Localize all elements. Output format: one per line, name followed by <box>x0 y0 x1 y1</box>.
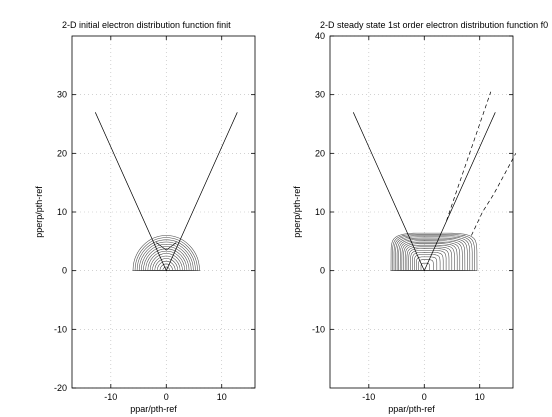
y-tick-label: 10 <box>315 207 325 217</box>
contour-lines <box>390 232 478 271</box>
resonance-line <box>471 153 517 236</box>
contour-line <box>132 235 200 271</box>
contour-lines <box>132 235 200 271</box>
contour-line <box>399 240 463 271</box>
contour-line <box>149 253 183 271</box>
x-axis-label: ppar/pth-ref <box>388 404 435 414</box>
contour-line <box>408 248 450 271</box>
resonance-line <box>446 91 492 221</box>
y-tick-label: 30 <box>315 90 325 100</box>
panel-initial-distribution: 2-D initial electron distribution functi… <box>34 20 256 414</box>
x-tick-label: 0 <box>422 392 427 402</box>
x-tick-label: -10 <box>104 392 117 402</box>
contour-line <box>136 239 196 271</box>
contour-line <box>401 241 461 271</box>
axis-ticks: -10 0 10 -10 0 10 20 30 40 <box>312 31 513 402</box>
contour-line <box>410 250 447 271</box>
cone-boundary-line <box>156 242 177 251</box>
contour-line <box>406 246 453 271</box>
x-axis-label: ppar/pth-ref <box>130 404 177 414</box>
contour-line <box>404 244 455 271</box>
contour-line <box>152 255 181 271</box>
contour-line <box>416 256 438 271</box>
contour-line <box>138 241 194 271</box>
contour-line <box>396 237 468 271</box>
series-lines <box>352 91 517 272</box>
cone-boundary-line <box>94 112 238 272</box>
contour-line <box>159 263 173 271</box>
y-tick-label: 20 <box>57 148 67 158</box>
contour-line <box>395 236 471 271</box>
panel-steady-state-distribution: 2-D steady state 1st order electron dist… <box>292 20 548 414</box>
y-tick-label: -10 <box>312 324 325 334</box>
contour-line <box>414 254 441 271</box>
contour-line <box>134 237 198 271</box>
contour-line <box>393 235 473 271</box>
x-tick-label: -10 <box>362 392 375 402</box>
y-axis-label: pperp/pth-ref <box>292 186 302 238</box>
y-tick-label: -20 <box>54 383 67 393</box>
cone-boundary-line <box>352 112 496 272</box>
x-tick-label: 10 <box>217 392 227 402</box>
y-axis-label: pperp/pth-ref <box>34 186 44 238</box>
axis-ticks: -10 0 10 -20 -10 0 10 20 30 <box>54 36 255 402</box>
plot-frame <box>71 35 256 389</box>
y-tick-label: 30 <box>57 90 67 100</box>
contour-line <box>412 252 444 271</box>
contour-line <box>154 258 179 271</box>
series-lines <box>94 112 238 272</box>
x-tick-label: 0 <box>164 392 169 402</box>
contour-line <box>392 234 475 271</box>
contour-line <box>143 246 190 271</box>
contour-line <box>398 239 466 271</box>
plot-frame <box>329 35 514 389</box>
panel-title: 2-D steady state 1st order electron dist… <box>320 20 548 30</box>
contour-line <box>147 251 186 271</box>
y-tick-label: 0 <box>320 266 325 276</box>
contour-line <box>420 262 430 271</box>
panel-title: 2-D initial electron distribution functi… <box>62 20 231 30</box>
contour-line <box>390 232 478 271</box>
y-tick-label: 20 <box>315 148 325 158</box>
y-tick-label: 0 <box>62 266 67 276</box>
y-tick-label: 10 <box>57 207 67 217</box>
x-tick-label: 10 <box>475 392 485 402</box>
contour-line <box>141 243 192 271</box>
contour-line <box>403 243 458 271</box>
contour-line <box>157 260 176 271</box>
y-tick-label: 40 <box>315 31 325 41</box>
contour-line <box>418 259 434 271</box>
y-tick-label: -10 <box>54 324 67 334</box>
